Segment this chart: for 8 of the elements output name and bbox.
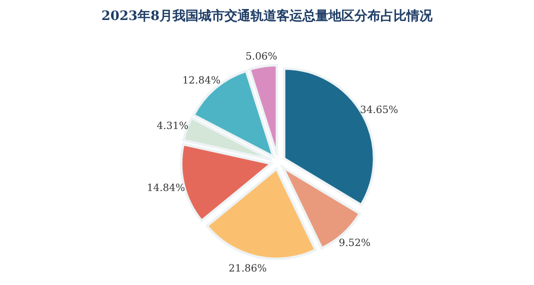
data-label: 4.31% <box>156 121 188 132</box>
data-label: 12.84% <box>182 75 220 86</box>
data-label: 14.84% <box>146 183 185 194</box>
chart-title: 2023年8月我国城市交通轨道客运总量地区分布占比情况 <box>101 8 434 24</box>
data-label: 21.86% <box>228 263 267 274</box>
data-label: 34.65% <box>360 104 398 116</box>
data-label: 9.52% <box>338 238 371 249</box>
data-label: 5.06% <box>246 51 278 62</box>
